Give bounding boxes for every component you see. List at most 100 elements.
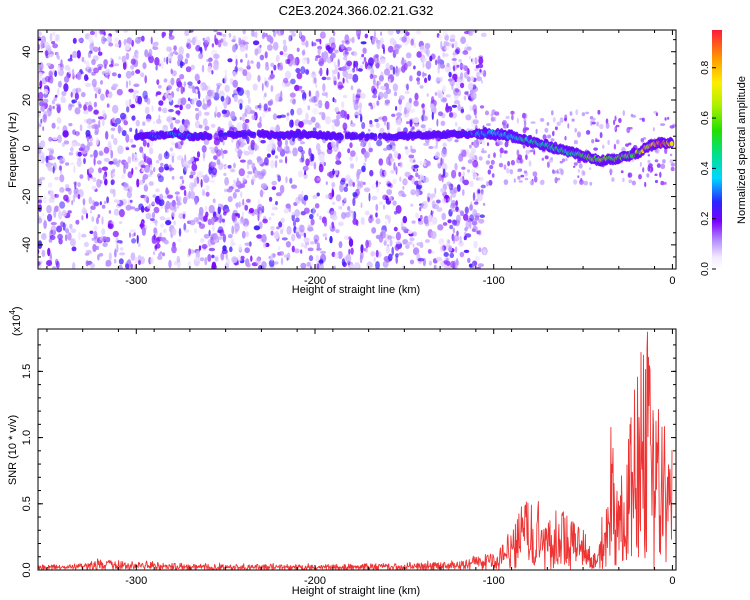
noise-blob <box>438 111 443 117</box>
noise-blob <box>423 106 427 111</box>
noise-blob <box>431 210 434 214</box>
noise-blob <box>337 221 344 227</box>
noise-blob <box>270 70 274 75</box>
noise-blob <box>277 175 282 182</box>
noise-blob <box>68 103 73 111</box>
noise-blob <box>482 138 486 146</box>
noise-blob <box>145 183 148 187</box>
noise-blob <box>103 146 110 154</box>
noise-blob <box>341 66 347 72</box>
noise-blob <box>190 64 195 71</box>
noise-blob <box>181 179 185 184</box>
noise-blob <box>69 223 73 229</box>
noise-blob <box>476 193 483 202</box>
noise-blob <box>331 201 336 205</box>
noise-blob <box>298 121 304 128</box>
noise-blob <box>427 214 433 222</box>
noise-blob <box>523 170 528 174</box>
noise-blob <box>401 36 407 43</box>
snr-scale-suffix: ) <box>11 306 23 310</box>
noise-blob <box>303 194 309 201</box>
noise-blob <box>82 110 89 115</box>
noise-blob <box>152 194 157 198</box>
noise-blob <box>348 248 351 255</box>
noise-blob <box>322 233 328 238</box>
noise-blob <box>289 119 294 128</box>
noise-blob <box>125 263 130 269</box>
noise-blob <box>377 181 380 188</box>
noise-blob <box>663 181 667 185</box>
noise-blob <box>89 30 95 36</box>
noise-blob <box>198 211 204 221</box>
noise-blob <box>351 211 355 219</box>
noise-blob <box>174 104 180 108</box>
noise-blob <box>393 162 396 171</box>
noise-blob <box>180 140 184 146</box>
noise-blob <box>596 121 599 127</box>
noise-blob <box>211 167 218 176</box>
noise-blob <box>463 179 469 186</box>
noise-blob <box>360 244 364 254</box>
noise-blob <box>550 138 555 142</box>
noise-blob <box>341 258 346 267</box>
noise-blob <box>345 76 348 82</box>
noise-blob <box>110 127 116 131</box>
noise-blob <box>322 83 326 92</box>
noise-blob <box>321 76 327 81</box>
noise-blob <box>85 60 90 70</box>
noise-blob <box>65 162 70 166</box>
noise-blob <box>435 138 438 148</box>
noise-blob <box>275 124 281 134</box>
noise-blob <box>59 201 66 209</box>
noise-blob <box>577 169 581 173</box>
noise-blob <box>326 56 333 64</box>
noise-blob <box>458 171 462 177</box>
noise-blob <box>392 83 399 92</box>
noise-blob <box>509 169 514 175</box>
noise-blob <box>582 112 585 116</box>
noise-blob <box>38 204 42 213</box>
colorbar-label: Normalized spectral amplitude <box>736 76 748 224</box>
noise-blob <box>372 74 378 79</box>
noise-blob <box>158 100 164 106</box>
noise-blob <box>577 131 581 138</box>
noise-blob <box>375 261 380 269</box>
snr-panel: -300 -200 -100 0 0.00.51.01.5 Height of str… <box>7 306 677 597</box>
noise-blob <box>222 140 225 146</box>
noise-blob <box>194 107 199 112</box>
noise-blob <box>361 165 366 173</box>
noise-blob <box>300 262 307 269</box>
noise-blob <box>530 121 536 124</box>
noise-blob <box>544 127 549 133</box>
noise-blob <box>219 214 222 224</box>
noise-blob <box>101 166 108 171</box>
noise-blob <box>476 266 481 269</box>
noise-blob <box>271 186 277 191</box>
x-tick-label: -200 <box>304 275 326 287</box>
noise-blob <box>190 170 196 176</box>
noise-blob <box>314 238 318 245</box>
noise-blob <box>160 223 164 229</box>
noise-blob <box>552 169 556 175</box>
noise-blob <box>286 112 290 117</box>
noise-blob <box>374 118 379 123</box>
noise-blob <box>435 77 441 84</box>
noise-blob <box>247 171 253 175</box>
noise-blob <box>347 148 351 154</box>
noise-blob <box>380 232 383 237</box>
noise-blob <box>142 173 149 180</box>
noise-blob <box>607 139 610 146</box>
noise-blob <box>599 123 604 130</box>
noise-blob <box>216 159 221 166</box>
noise-blob <box>185 53 190 59</box>
noise-blob <box>360 202 363 209</box>
noise-blob <box>49 252 53 259</box>
noise-blob <box>416 51 422 58</box>
noise-blob <box>303 98 306 105</box>
noise-blob <box>119 211 122 216</box>
noise-blob <box>171 70 177 77</box>
noise-blob <box>103 200 107 205</box>
noise-blob <box>145 118 152 123</box>
noise-blob <box>242 122 247 131</box>
signal-core <box>354 135 359 139</box>
